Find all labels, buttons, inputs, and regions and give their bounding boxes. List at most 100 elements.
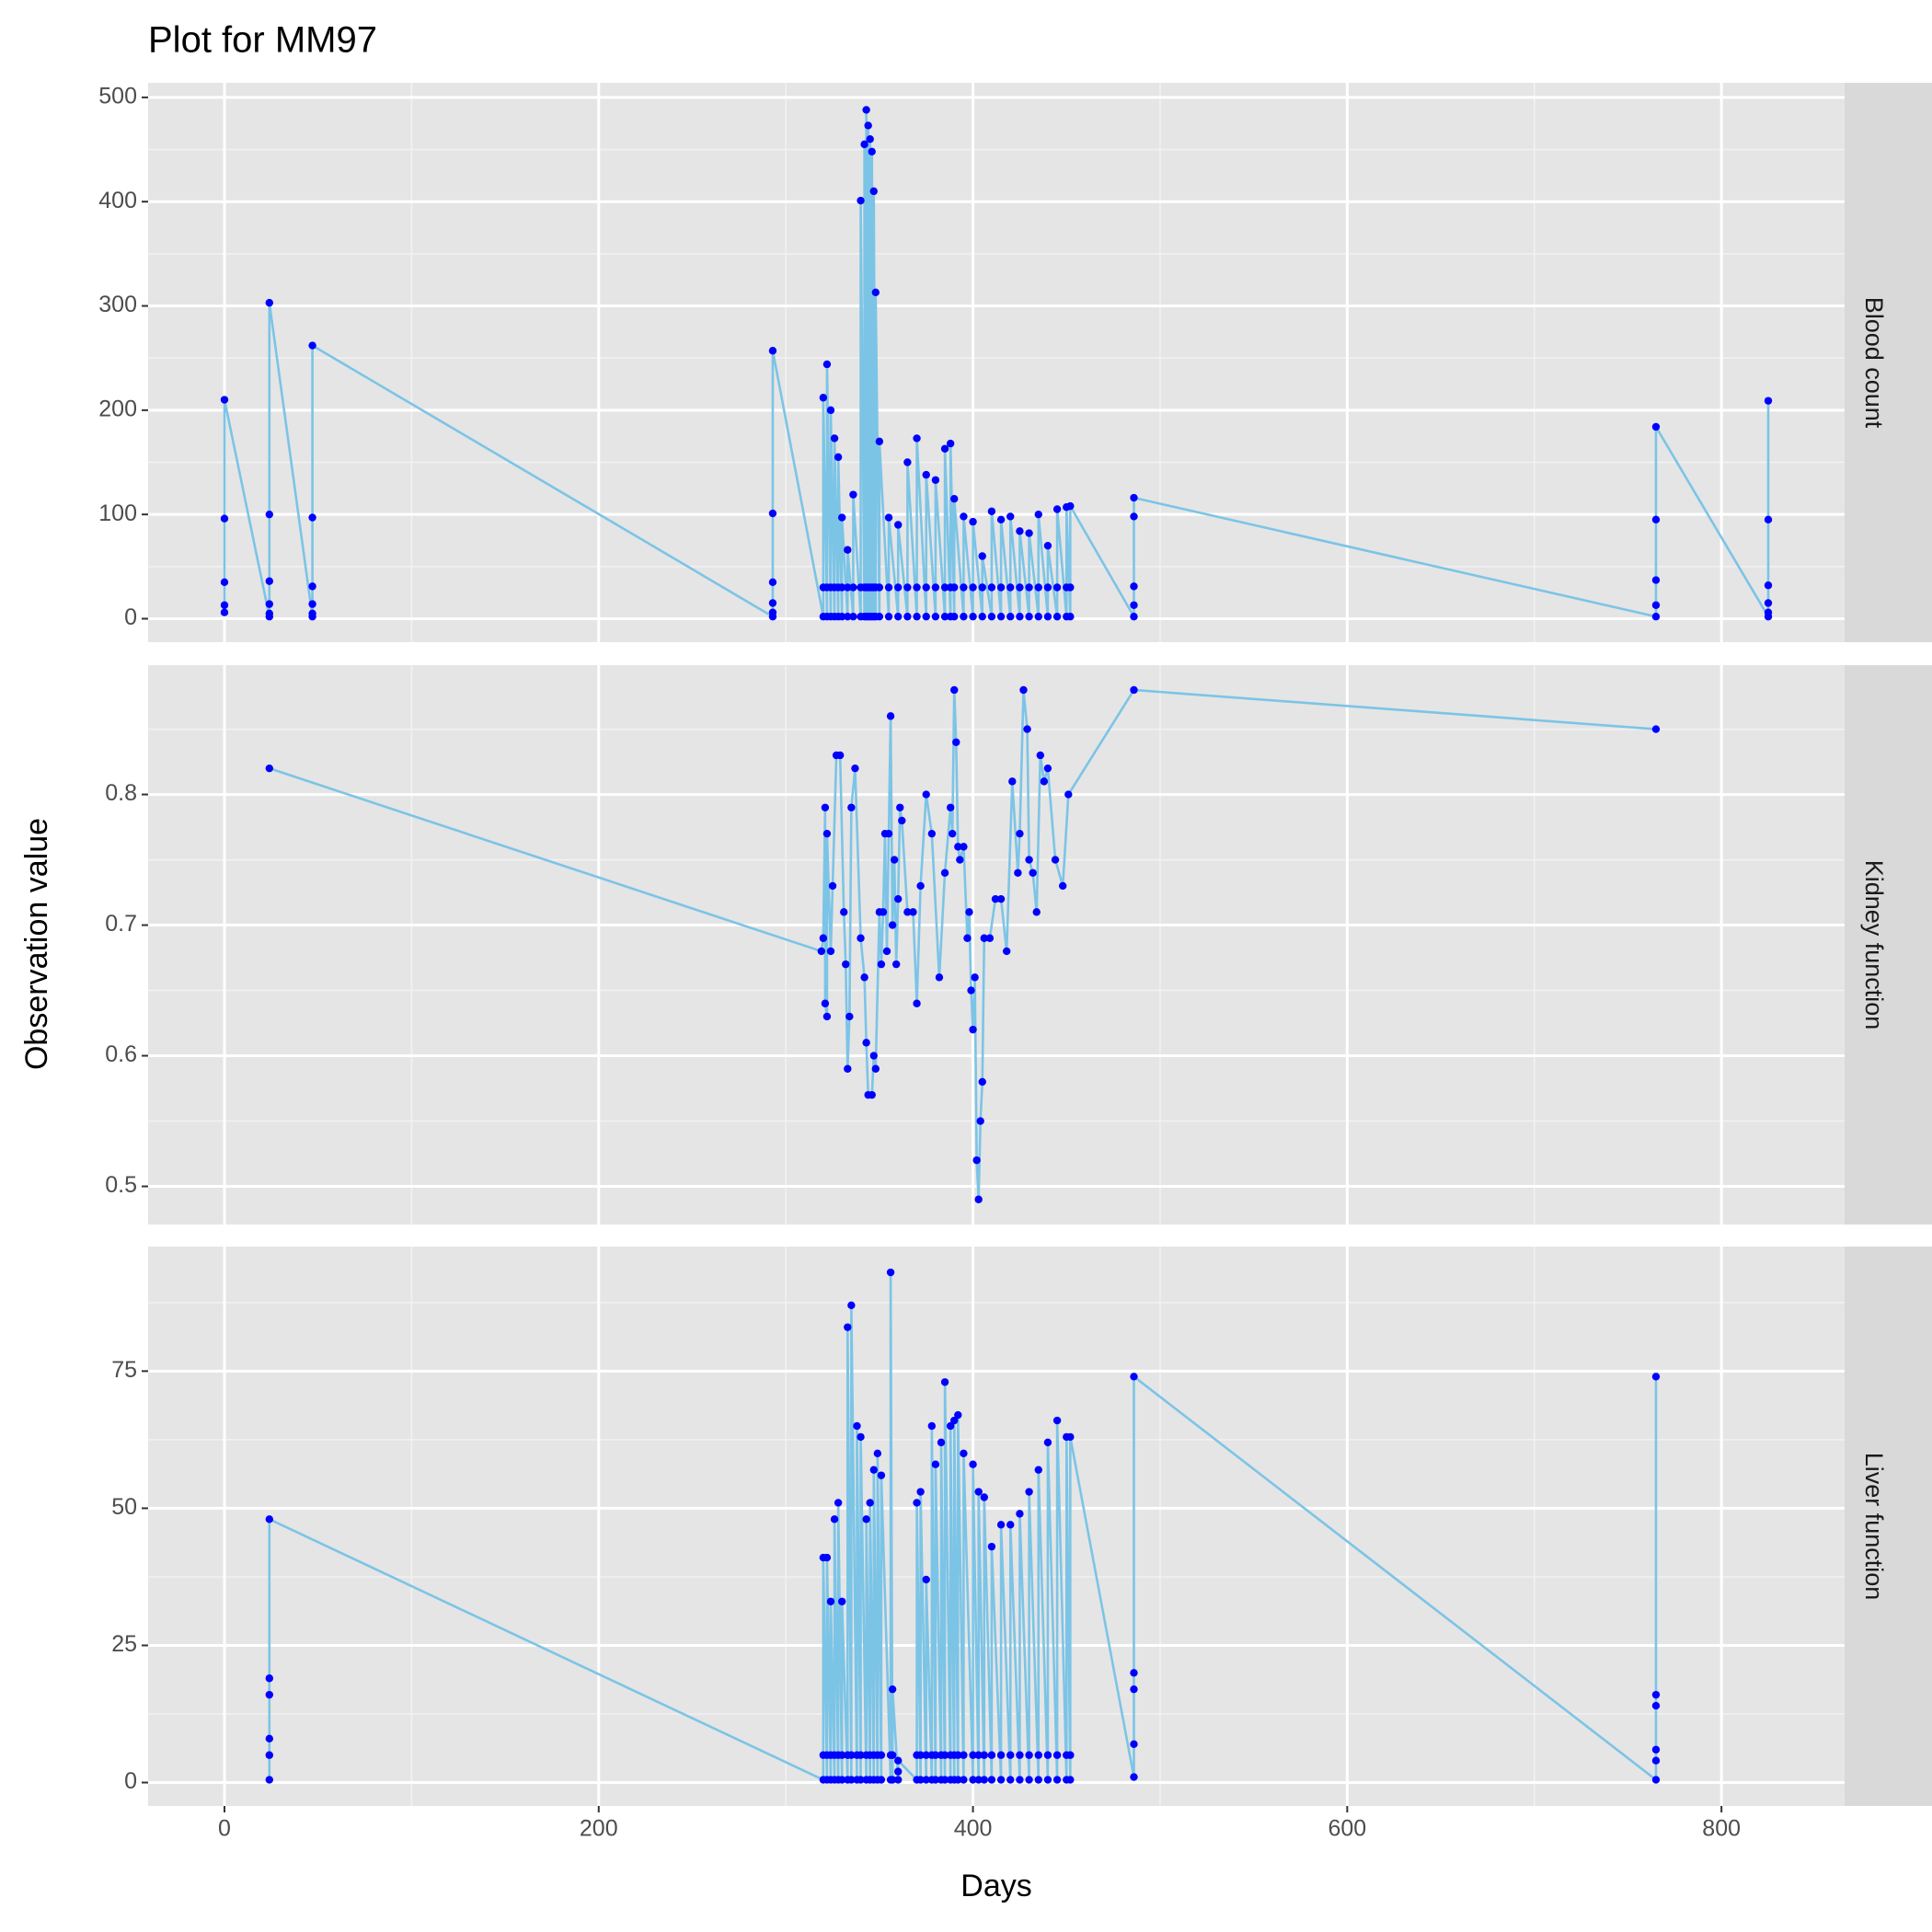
panel-background	[148, 1247, 1845, 1806]
data-point	[862, 106, 870, 114]
data-point	[1064, 790, 1073, 799]
data-point	[869, 187, 878, 196]
data-point	[1029, 868, 1037, 877]
data-point	[844, 1064, 852, 1073]
data-line	[269, 688, 1657, 1202]
data-point	[853, 1421, 861, 1431]
data-point	[1651, 422, 1661, 431]
panel: Liver function 0 25 50 75 0 200 400 600 800	[111, 1247, 1932, 1842]
data-point	[837, 583, 846, 592]
data-point	[821, 803, 830, 811]
data-point	[980, 1751, 988, 1759]
data-point	[894, 894, 903, 903]
data-point	[931, 1460, 940, 1468]
data-point	[974, 1488, 983, 1496]
data-point	[308, 609, 316, 618]
data-point	[1052, 583, 1062, 592]
data-point	[996, 1751, 1006, 1759]
data-point	[220, 608, 229, 616]
data-point	[1130, 1669, 1138, 1677]
data-point	[842, 960, 850, 969]
data-point	[1043, 613, 1052, 621]
data-point	[875, 583, 884, 592]
data-point	[916, 1751, 925, 1759]
facet-label: Liver function	[1860, 1453, 1888, 1601]
data-point	[1651, 515, 1661, 524]
data-point	[903, 908, 912, 916]
data-point	[849, 490, 857, 499]
data-point	[835, 751, 845, 760]
data-point	[884, 583, 893, 592]
data-point	[1130, 512, 1138, 521]
x-tick-label: 400	[954, 1816, 993, 1842]
data-point	[821, 999, 830, 1007]
data-point	[985, 934, 995, 942]
data-point	[265, 577, 274, 585]
data-point	[1059, 881, 1067, 891]
y-tick-label: 75	[111, 1357, 137, 1383]
y-tick-label: 500	[98, 83, 137, 109]
data-point	[869, 1466, 878, 1474]
data-point	[894, 1756, 903, 1765]
data-point	[265, 600, 274, 608]
data-point	[1043, 1438, 1052, 1447]
data-point	[847, 1776, 856, 1784]
data-point	[960, 613, 968, 621]
data-point	[834, 453, 843, 462]
data-point	[1764, 515, 1773, 524]
data-point	[940, 1751, 949, 1759]
data-point	[960, 583, 968, 592]
y-tick-label: 0.5	[105, 1172, 137, 1198]
y-tick-label: 50	[111, 1494, 137, 1520]
data-point	[1014, 868, 1022, 877]
data-point	[888, 1776, 897, 1784]
data-point	[879, 908, 888, 916]
data-point	[946, 1421, 955, 1431]
data-point	[826, 1597, 835, 1605]
data-point	[1130, 613, 1138, 621]
data-point	[960, 1776, 968, 1784]
data-point	[969, 517, 977, 526]
data-point	[1130, 1740, 1138, 1749]
data-point	[969, 1460, 977, 1468]
data-point	[946, 803, 955, 811]
data-point	[909, 908, 917, 916]
data-point	[847, 1751, 856, 1759]
data-point	[1016, 829, 1024, 838]
data-point	[916, 881, 925, 891]
data-point	[265, 1674, 274, 1683]
data-point	[844, 546, 852, 554]
panel-background	[148, 83, 1845, 642]
data-point	[837, 1597, 846, 1605]
data-point	[849, 583, 857, 592]
data-point	[987, 1542, 996, 1551]
data-point	[817, 947, 826, 956]
data-point	[308, 600, 316, 608]
data-point	[891, 960, 901, 969]
data-point	[952, 738, 960, 746]
data-point	[954, 1751, 962, 1759]
data-point	[1130, 1773, 1138, 1781]
data-point	[940, 868, 949, 877]
data-point	[882, 947, 891, 956]
data-point	[1016, 1776, 1024, 1784]
data-point	[987, 613, 996, 621]
data-point	[1034, 583, 1042, 592]
data-point	[265, 510, 274, 519]
data-point	[877, 1751, 886, 1759]
data-point	[868, 1090, 876, 1099]
data-point	[768, 578, 777, 587]
data-point	[868, 147, 876, 155]
y-tick-label: 25	[111, 1631, 137, 1657]
data-point	[978, 613, 986, 621]
facet-strip	[1845, 1247, 1932, 1806]
data-point	[873, 1449, 882, 1457]
data-point	[837, 613, 846, 621]
data-point	[1764, 608, 1773, 616]
data-point	[1036, 751, 1044, 760]
data-point	[768, 599, 777, 607]
data-point	[913, 583, 921, 592]
data-point	[972, 1156, 981, 1165]
data-point	[1025, 529, 1033, 537]
data-point	[877, 960, 886, 969]
